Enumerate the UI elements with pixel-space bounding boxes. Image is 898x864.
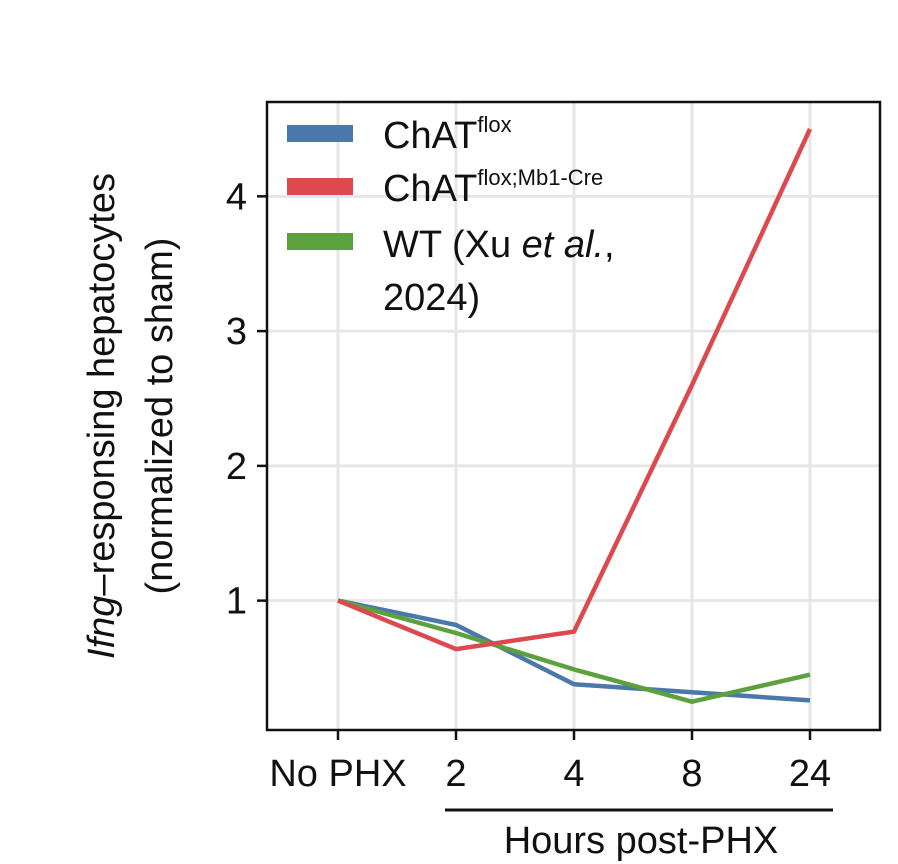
y-tick-label: 4 xyxy=(226,176,247,218)
y-axis-label-line1: Ifng–responsing hepatocytes xyxy=(81,173,123,659)
series-line-wt-xu-2024 xyxy=(337,598,811,704)
x-axis-ticks: No PHX 2 4 8 24 xyxy=(269,730,831,795)
legend-label-wt-xu-2024-line2: 2024) xyxy=(383,277,480,319)
y-axis-label-rest: –responsing hepatocytes xyxy=(81,173,123,596)
legend: ChATflox ChATflox;Mb1-Cre WT (Xu et al.,… xyxy=(287,112,615,319)
y-axis-label-gene: Ifng xyxy=(81,596,123,659)
x-tick-label: 24 xyxy=(789,753,831,795)
legend-swatch-chat-flox-mb1-cre xyxy=(287,178,353,195)
series-lines xyxy=(337,128,813,704)
x-tick-label: 8 xyxy=(681,753,702,795)
y-tick-label: 2 xyxy=(226,446,247,488)
x-tick-label: 4 xyxy=(563,753,584,795)
y-axis-ticks: 1 2 3 4 xyxy=(226,176,267,623)
x-tick-label: No PHX xyxy=(269,753,406,795)
grid-lines xyxy=(267,102,880,730)
legend-label-wt-xu-2024: WT (Xu et al., xyxy=(383,224,615,266)
legend-swatch-chat-flox xyxy=(287,125,353,142)
y-tick-label: 3 xyxy=(226,311,247,353)
legend-swatch-wt-xu-2024 xyxy=(287,233,353,250)
y-axis-label-line2: (normalized to sham) xyxy=(139,238,181,595)
x-axis-label: Hours post-PHX xyxy=(504,820,779,862)
x-tick-label: 2 xyxy=(445,753,466,795)
legend-label-chat-flox: ChATflox xyxy=(383,112,512,157)
legend-label-chat-flox-mb1-cre: ChATflox;Mb1-Cre xyxy=(383,165,603,210)
y-tick-label: 1 xyxy=(226,581,247,623)
series-line-chat-flox-mb1-cre xyxy=(337,128,813,652)
